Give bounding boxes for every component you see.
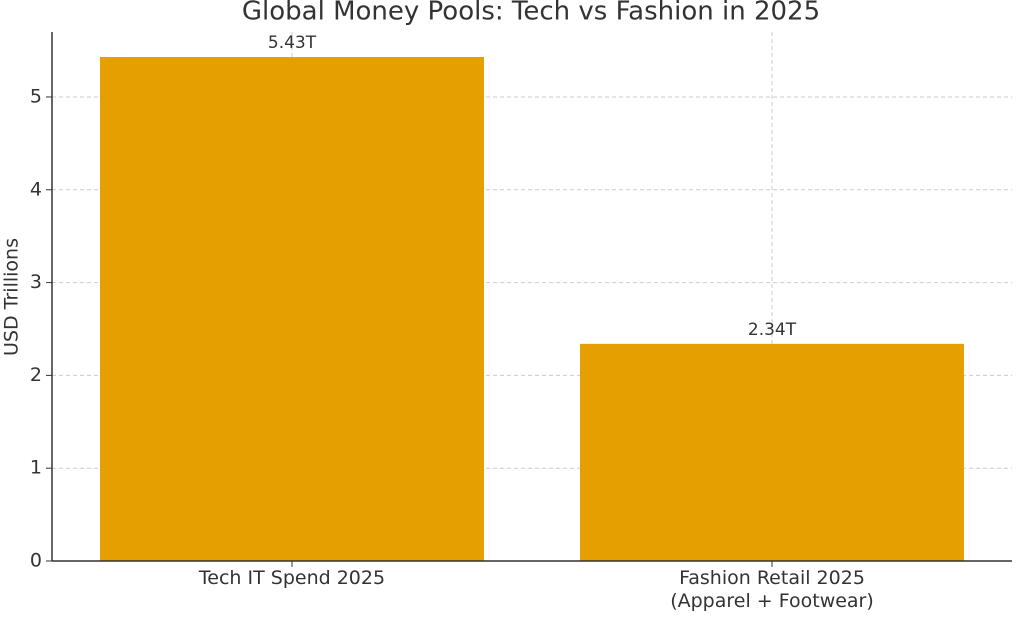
value-label: 2.34T <box>748 320 797 340</box>
value-label: 5.43T <box>268 33 317 53</box>
bar <box>580 343 964 561</box>
y-tick-label: 3 <box>30 271 42 293</box>
bar <box>100 57 484 562</box>
x-tick-label: Tech IT Spend 2025 <box>198 567 386 589</box>
y-tick-label: 1 <box>30 457 42 479</box>
y-tick-label: 4 <box>30 178 42 200</box>
y-axis-label: USD Trillions <box>1 238 23 356</box>
y-tick-label: 2 <box>30 364 42 386</box>
y-tick-label: 5 <box>30 85 42 107</box>
chart-title: Global Money Pools: Tech vs Fashion in 2… <box>242 0 820 27</box>
x-tick-label: Fashion Retail 2025 (Apparel + Footwear) <box>670 567 874 612</box>
y-tick-label: 0 <box>30 550 42 572</box>
